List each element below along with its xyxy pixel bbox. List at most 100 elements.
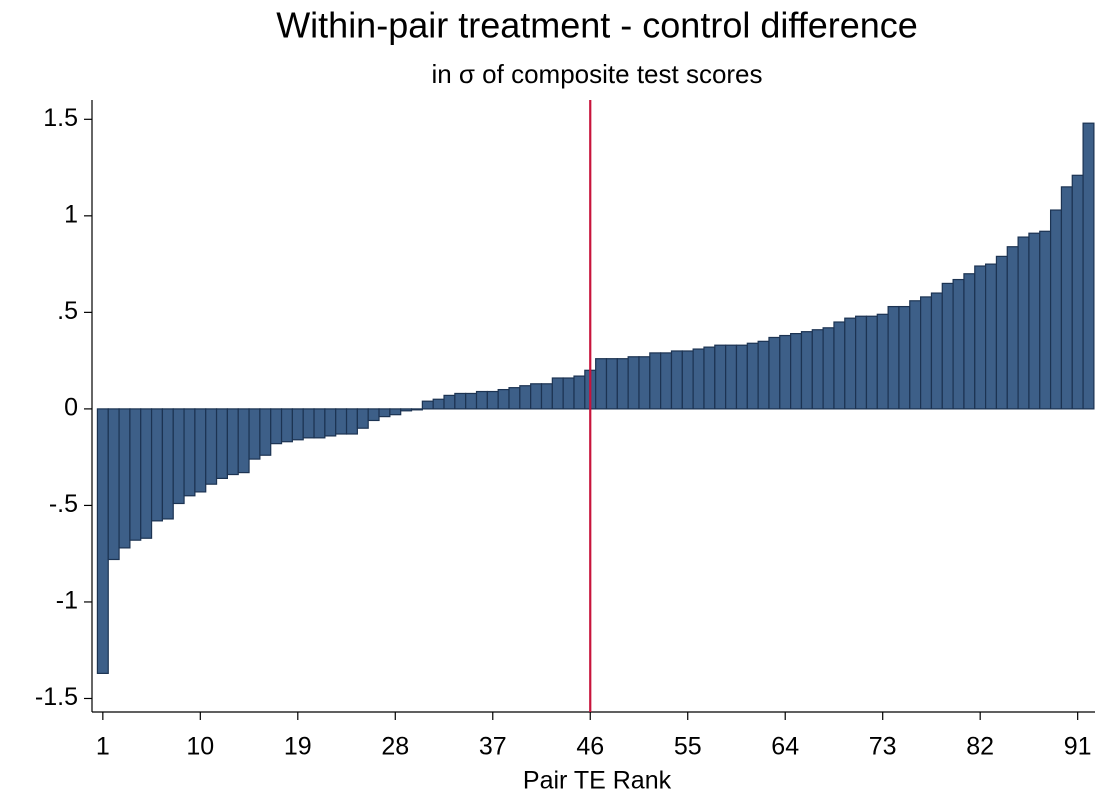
bar: [291, 408, 304, 441]
bar: [161, 408, 174, 520]
bar: [475, 390, 488, 410]
bar: [768, 336, 781, 410]
bar: [356, 408, 369, 429]
bar: [107, 408, 120, 561]
y-tick-label: 1.5: [43, 104, 78, 132]
bar: [1006, 246, 1019, 410]
bar: [811, 329, 824, 410]
bar: [313, 408, 326, 439]
x-tick-label: 82: [966, 733, 994, 761]
bar: [519, 385, 532, 410]
bar: [205, 408, 218, 485]
bar: [616, 358, 629, 410]
bar: [324, 408, 337, 437]
bar: [985, 263, 998, 410]
bar: [280, 408, 293, 443]
bar: [649, 352, 662, 410]
bar: [573, 375, 586, 410]
bar: [974, 265, 987, 410]
bar: [389, 408, 402, 416]
bar: [887, 305, 900, 410]
bar: [930, 292, 943, 410]
bar: [595, 358, 608, 410]
bar: [226, 408, 239, 476]
bar: [259, 408, 272, 456]
y-tick-label: -.5: [49, 490, 78, 518]
x-tick-label: 37: [479, 733, 507, 761]
bar: [96, 408, 109, 674]
bar: [129, 408, 142, 541]
x-tick-label: 55: [674, 733, 702, 761]
bar: [800, 331, 813, 410]
bar: [660, 352, 673, 410]
y-tick-label: -1.5: [35, 683, 78, 711]
bar: [670, 350, 683, 410]
x-tick-label: 64: [771, 733, 799, 761]
bar: [302, 408, 315, 439]
y-tick-label: -1: [56, 587, 78, 615]
bar: [941, 282, 954, 410]
bar: [530, 383, 543, 410]
bar: [237, 408, 250, 474]
bar: [995, 255, 1008, 410]
bar: [172, 408, 185, 505]
bar: [627, 356, 640, 410]
bar: [1071, 174, 1084, 410]
bar: [844, 317, 857, 410]
y-tick-label: 0: [64, 394, 78, 422]
bar: [703, 346, 716, 410]
bar: [790, 333, 803, 410]
bar: [876, 313, 889, 410]
bar: [540, 383, 553, 410]
bar: [270, 408, 283, 445]
bar: [1039, 230, 1052, 410]
bar: [345, 408, 358, 435]
bar: [714, 344, 727, 410]
x-tick-label: 73: [869, 733, 897, 761]
bar: [605, 358, 618, 410]
bar: [920, 296, 933, 410]
x-tick-label: 19: [284, 733, 312, 761]
bar: [757, 340, 770, 410]
bar: [194, 408, 207, 493]
bar: [400, 408, 413, 412]
bar: [335, 408, 348, 435]
bar: [421, 400, 434, 410]
bar: [150, 408, 164, 522]
bar: [551, 377, 564, 410]
x-tick-label: 10: [186, 733, 214, 761]
bar: [855, 315, 868, 410]
bar: [1060, 186, 1073, 410]
bar: [725, 344, 738, 410]
bar: [779, 334, 792, 410]
bar: [1017, 236, 1030, 410]
bar: [746, 342, 759, 410]
bar: [486, 390, 499, 410]
bar: [833, 321, 846, 410]
x-tick-label: 1: [96, 733, 110, 761]
y-tick-label: .5: [57, 297, 78, 325]
bar: [1028, 232, 1041, 410]
bar: [215, 408, 228, 479]
bar: [454, 392, 467, 410]
bar: [140, 408, 153, 539]
bar: [508, 387, 521, 410]
bar: [432, 398, 445, 410]
bar: [952, 278, 965, 410]
bar: [118, 408, 131, 549]
x-axis-label: Pair TE Rank: [523, 767, 672, 795]
bar: [735, 344, 748, 410]
bar: [497, 388, 510, 410]
chart-title: Within-pair treatment - control differen…: [276, 5, 918, 46]
bar: [1049, 209, 1063, 410]
bar: [865, 315, 878, 410]
x-tick-label: 91: [1064, 733, 1092, 761]
y-tick-label: 1: [64, 200, 78, 228]
bar: [410, 408, 423, 411]
bar: [443, 394, 456, 410]
bar: [681, 350, 694, 410]
bar: [1082, 122, 1095, 410]
chart-subtitle: in σ of composite test scores: [431, 59, 762, 89]
bar: [822, 327, 835, 410]
